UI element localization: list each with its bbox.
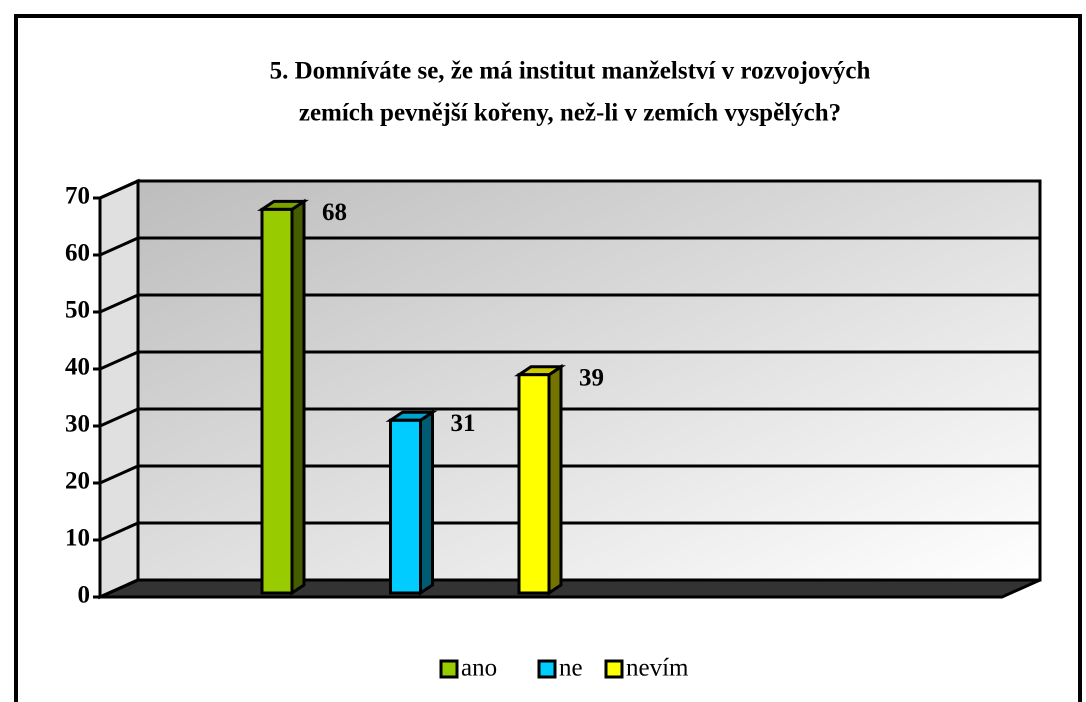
bar — [517, 373, 551, 595]
y-tick-label: 50 — [65, 297, 90, 324]
y-tick-label: 0 — [78, 582, 91, 609]
bar — [389, 418, 422, 595]
bar — [260, 207, 294, 595]
bar-side — [290, 198, 306, 596]
legend-label: nevím — [626, 655, 689, 682]
bar-side — [419, 409, 434, 596]
data-label: 31 — [451, 410, 476, 437]
chart-title: 5. Domníváte se, že má institut manželst… — [270, 58, 871, 85]
grid-line — [99, 521, 139, 542]
grid-line — [99, 293, 139, 314]
legend-label: ne — [559, 655, 583, 682]
y-tick-label: 60 — [65, 240, 90, 267]
grid-line — [99, 179, 139, 200]
legend-swatch — [537, 659, 557, 679]
y-tick-label: 70 — [65, 183, 90, 210]
legend-swatch — [439, 659, 459, 679]
grid-line — [99, 464, 139, 485]
floor — [99, 578, 1041, 599]
bar-side — [547, 363, 563, 596]
grid-line — [99, 578, 139, 599]
legend-swatch — [604, 659, 624, 679]
grid-line — [99, 407, 139, 428]
y-tick-label: 20 — [65, 468, 90, 495]
y-tick-label: 10 — [65, 525, 90, 552]
grid-line — [99, 236, 139, 257]
side-wall — [98, 178, 140, 600]
legend-label: ano — [461, 655, 497, 682]
chart-title: zemích pevnější kořeny, než-li v zemích … — [299, 100, 841, 127]
data-label: 68 — [322, 199, 347, 226]
data-label: 39 — [579, 364, 604, 391]
grid-line — [99, 350, 139, 371]
y-tick-label: 30 — [65, 411, 90, 438]
y-tick-label: 40 — [65, 354, 90, 381]
